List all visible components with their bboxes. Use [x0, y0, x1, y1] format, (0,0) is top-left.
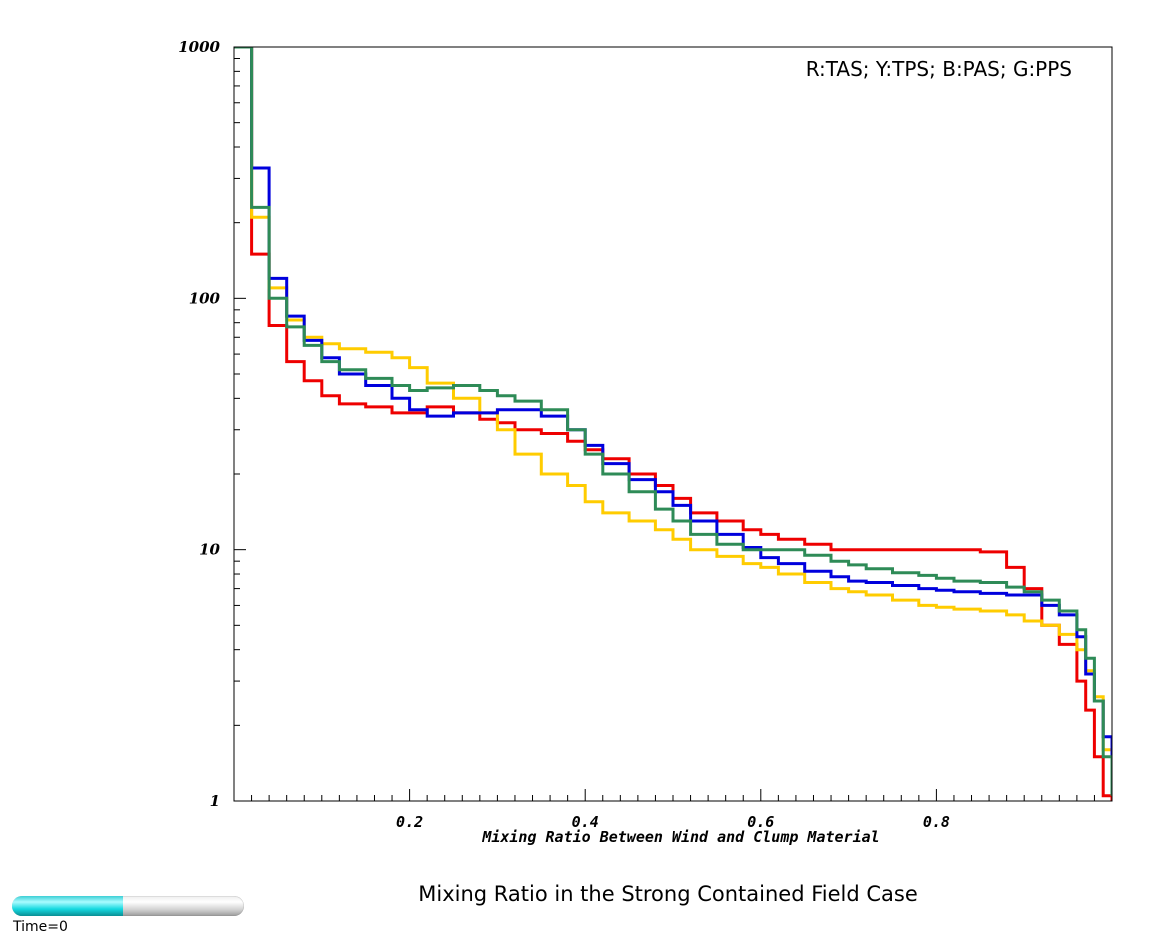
series-layer — [234, 47, 1112, 801]
y-tick-label: 100 — [189, 289, 221, 307]
plot-frame — [233, 46, 1113, 802]
x-tick-label: 0.6 — [747, 813, 774, 831]
x-axis-title: Mixing Ratio Between Wind and Clump Mate… — [481, 828, 879, 846]
time-slider[interactable] — [12, 896, 244, 916]
y-tick-label: 1000 — [178, 38, 220, 56]
series-line-0 — [234, 47, 1112, 801]
time-slider-fill — [12, 896, 124, 916]
x-tick-label: 0.4 — [572, 813, 599, 831]
time-label: Time=0 — [13, 919, 68, 935]
y-tick-label: 10 — [199, 541, 220, 559]
x-tick-label: 0.2 — [396, 813, 423, 831]
series-line-3 — [234, 47, 1112, 796]
series-line-2 — [234, 47, 1112, 773]
ticks-layer — [234, 46, 1095, 802]
x-tick-label: 0.8 — [923, 813, 950, 831]
legend-text: R:TAS; Y:TPS; B:PAS; G:PPS — [806, 57, 1072, 81]
series-line-1 — [234, 47, 1112, 796]
figure-caption: Mixing Ratio in the Strong Contained Fie… — [418, 882, 918, 906]
labels-layer: 1 10 100 1000 0.2 0.4 0.6 0.8 — [178, 38, 950, 831]
y-tick-label: 1 — [210, 792, 220, 810]
